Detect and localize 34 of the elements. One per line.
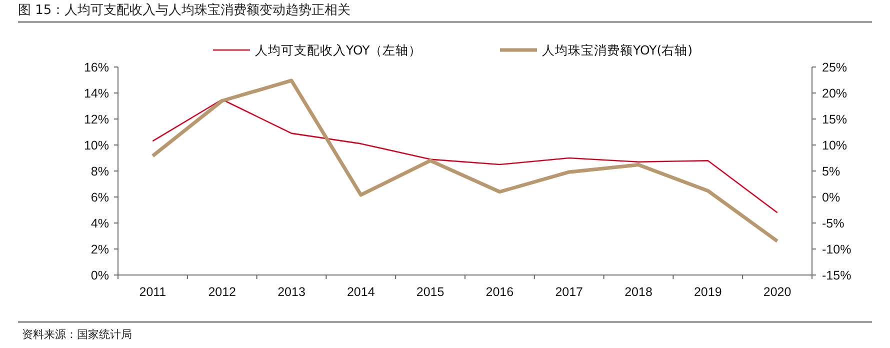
y2-tick-label: 20% xyxy=(822,86,848,100)
x-tick-label: 2020 xyxy=(763,285,792,299)
y-tick-label: 2% xyxy=(90,242,109,256)
x-tick-label: 2012 xyxy=(208,285,236,299)
x-tick-label: 2015 xyxy=(416,285,444,299)
legend-label: 人均珠宝消费额YOY(右轴) xyxy=(542,42,692,58)
y2-tick-label: 0% xyxy=(822,190,840,204)
y-tick-label: 6% xyxy=(90,190,109,204)
x-tick-label: 2018 xyxy=(624,285,652,299)
y-tick-label: 16% xyxy=(84,60,109,74)
y-tick-label: 10% xyxy=(84,138,109,152)
x-tick-label: 2016 xyxy=(486,285,514,299)
x-tick-label: 2014 xyxy=(346,285,375,299)
line-series xyxy=(150,78,780,243)
x-tick-label: 2011 xyxy=(139,285,166,299)
x-tick-label: 2013 xyxy=(278,285,306,299)
y2-tick-label: 5% xyxy=(822,164,840,178)
y2-tick-label: 15% xyxy=(822,112,848,126)
y2-tick-label: -10% xyxy=(822,242,852,256)
y-tick-label: 0% xyxy=(90,268,109,282)
y2-tick-label: 10% xyxy=(822,138,848,152)
line-series xyxy=(152,98,778,214)
y-tick-label: 12% xyxy=(84,112,109,126)
y-tick-label: 4% xyxy=(90,216,109,230)
legend-label: 人均可支配收入YOY（左轴） xyxy=(255,42,422,58)
y2-tick-label: -5% xyxy=(822,216,844,230)
chart-title: 图 15：人均可支配收入与人均珠宝消费额变动趋势正相关 xyxy=(18,2,351,18)
x-tick-label: 2019 xyxy=(694,285,722,299)
y-tick-label: 14% xyxy=(84,86,109,100)
y2-tick-label: 25% xyxy=(822,60,848,74)
y2-tick-label: -15% xyxy=(822,268,852,282)
x-tick-label: 2017 xyxy=(555,285,584,299)
y-tick-label: 8% xyxy=(90,164,109,178)
text: 资料来源：国家统计局 xyxy=(22,328,132,341)
